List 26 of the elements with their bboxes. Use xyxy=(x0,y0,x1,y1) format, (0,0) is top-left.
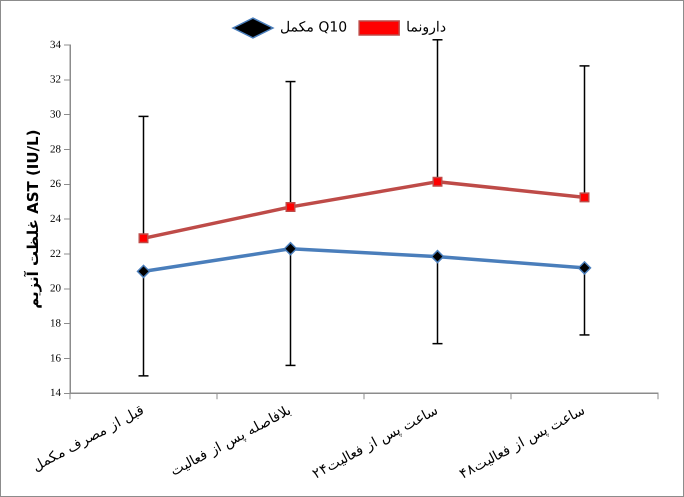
y-tick-label: 22 xyxy=(50,248,61,260)
x-tick-label: بلافاصله پس از فعالیت xyxy=(168,402,294,480)
point xyxy=(430,250,444,264)
y-tick-label: 26 xyxy=(50,178,62,190)
y-tick-label: 28 xyxy=(50,143,62,156)
y-tick-label: 16 xyxy=(50,352,62,364)
y-tick-label: 18 xyxy=(50,318,62,330)
point xyxy=(578,261,592,275)
point xyxy=(284,242,298,256)
y-tick-label: 24 xyxy=(50,213,62,226)
x-tick-label: ۴۸ساعت پس از فعالیت xyxy=(456,402,588,482)
point xyxy=(580,192,590,202)
x-tick-label: ۲۴ساعت پس از فعالیت xyxy=(310,402,442,482)
y-tick-label: 32 xyxy=(50,74,61,86)
y-tick-label: 30 xyxy=(50,108,62,121)
point xyxy=(136,264,150,278)
legend-label: دارونما xyxy=(406,20,446,36)
y-tick-label: 34 xyxy=(50,38,62,51)
y-axis-title: غلظت آنزیم AST (IU/L) xyxy=(22,130,42,309)
y-tick-label: 14 xyxy=(50,387,62,400)
point xyxy=(432,176,442,187)
legend-label: مکمل Q10 xyxy=(280,20,348,36)
x-tick-label: قبل از مصرف مکمل xyxy=(30,402,148,475)
point xyxy=(138,233,148,244)
point xyxy=(286,202,296,212)
y-tick-label: 20 xyxy=(50,282,62,295)
